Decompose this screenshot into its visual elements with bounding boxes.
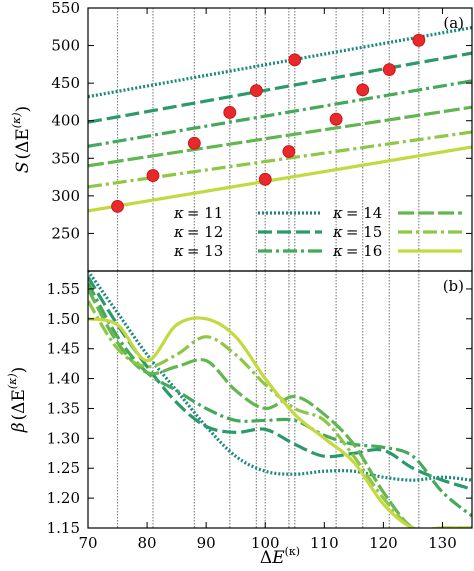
legend-label-5: κ = 15 [332, 223, 382, 241]
panel-b-y-tick-label: 1.30 [47, 429, 80, 447]
panel-a-data-point [382, 63, 396, 77]
panel-b-x-tick-label: 90 [197, 534, 216, 552]
panel-a-series-line-3 [88, 79, 472, 148]
panel-b-y-tick-label: 1.55 [47, 280, 80, 298]
panel-b-x-tick-label: 70 [78, 534, 97, 552]
panel-b-series-group [88, 271, 472, 528]
panel-b-series-line-2 [88, 276, 472, 491]
panel-b-series-line-6 [88, 316, 472, 528]
panel-a-data-point [412, 33, 426, 47]
panel-b: 1.15 1.20 1.25 1.30 1.35 1.40 1.45 1.50 1.55 (b) 7… [6, 270, 473, 568]
panel-b-panel-label: (b) [443, 277, 464, 295]
panel-b-x-tick-label: 100 [251, 534, 280, 552]
legend-label-3: κ = 13 [173, 242, 223, 260]
panel-a-data-point [356, 83, 370, 97]
panel-a-y-tick-label: 400 [51, 112, 80, 130]
panel-a-data-point [329, 112, 343, 126]
panel-a-y-axis-title: S(ΔE(κ)) [10, 106, 33, 173]
panel-a-data-point [282, 145, 296, 158]
panel-b-y-tick-label: 1.40 [47, 370, 80, 388]
panel-a-data-point [288, 53, 302, 67]
panel-a-series-line-4 [88, 105, 472, 168]
legend-label-6: κ = 16 [332, 242, 382, 260]
panel-b-y-tick-label: 1.50 [47, 310, 80, 328]
panel-a-series-line-5 [88, 130, 472, 189]
panel-a-series-line-1 [88, 25, 472, 99]
panel-a-data-point [258, 172, 272, 186]
panel-a-data-point [223, 106, 237, 119]
panel-a-series-line-6 [88, 145, 472, 213]
panel-a-data-point [146, 169, 160, 182]
x-axis-title: ΔE(κ) [260, 545, 300, 568]
panel-b-x-tick-label: 130 [428, 534, 457, 552]
panel-a-y-tick-label: 550 [51, 0, 80, 17]
legend-label-2: κ = 12 [173, 223, 223, 241]
panel-a-y-tick-label: 250 [51, 224, 80, 242]
panel-a-data-point [111, 199, 124, 213]
panel-b-frame [87, 270, 473, 529]
legend: κ = 11κ = 12κ = 13 κ = 14κ = 15κ = 16 [173, 204, 462, 260]
panel-b-y-tick-label: 1.45 [47, 340, 80, 358]
panel-a-y-tick-label: 500 [51, 37, 80, 55]
panel-b-series-line-4 [88, 288, 472, 528]
panel-a-y-tick-label: 350 [51, 149, 80, 167]
panel-a-series-group [88, 25, 472, 213]
legend-label-4: κ = 14 [332, 204, 382, 222]
panel-a-y-tick-label: 300 [51, 187, 80, 205]
panel-a-data-point [187, 136, 201, 150]
panel-b-x-tick-label: 110 [310, 534, 339, 552]
panel-b-y-axis-title: β(ΔE(κ)) [6, 367, 29, 434]
panel-a-y-tick-label: 450 [51, 74, 80, 92]
panel-b-y-tick-label: 1.20 [47, 489, 80, 507]
panel-b-y-tick-label: 1.35 [47, 399, 80, 417]
panel-b-series-line-1 [88, 271, 472, 482]
panel-b-y-tick-label: 1.25 [47, 459, 80, 477]
panel-b-x-tick-label: 80 [138, 534, 157, 552]
panel-b-x-tick-label: 120 [369, 534, 398, 552]
panel-b-y-tick-label: 1.15 [47, 519, 80, 537]
panel-a-data-point [249, 84, 263, 98]
panel-a-series-line-2 [88, 51, 472, 124]
legend-label-1: κ = 11 [173, 204, 223, 222]
panel-b-series-line-5 [88, 300, 472, 528]
panel-a-panel-label: (a) [443, 14, 464, 32]
